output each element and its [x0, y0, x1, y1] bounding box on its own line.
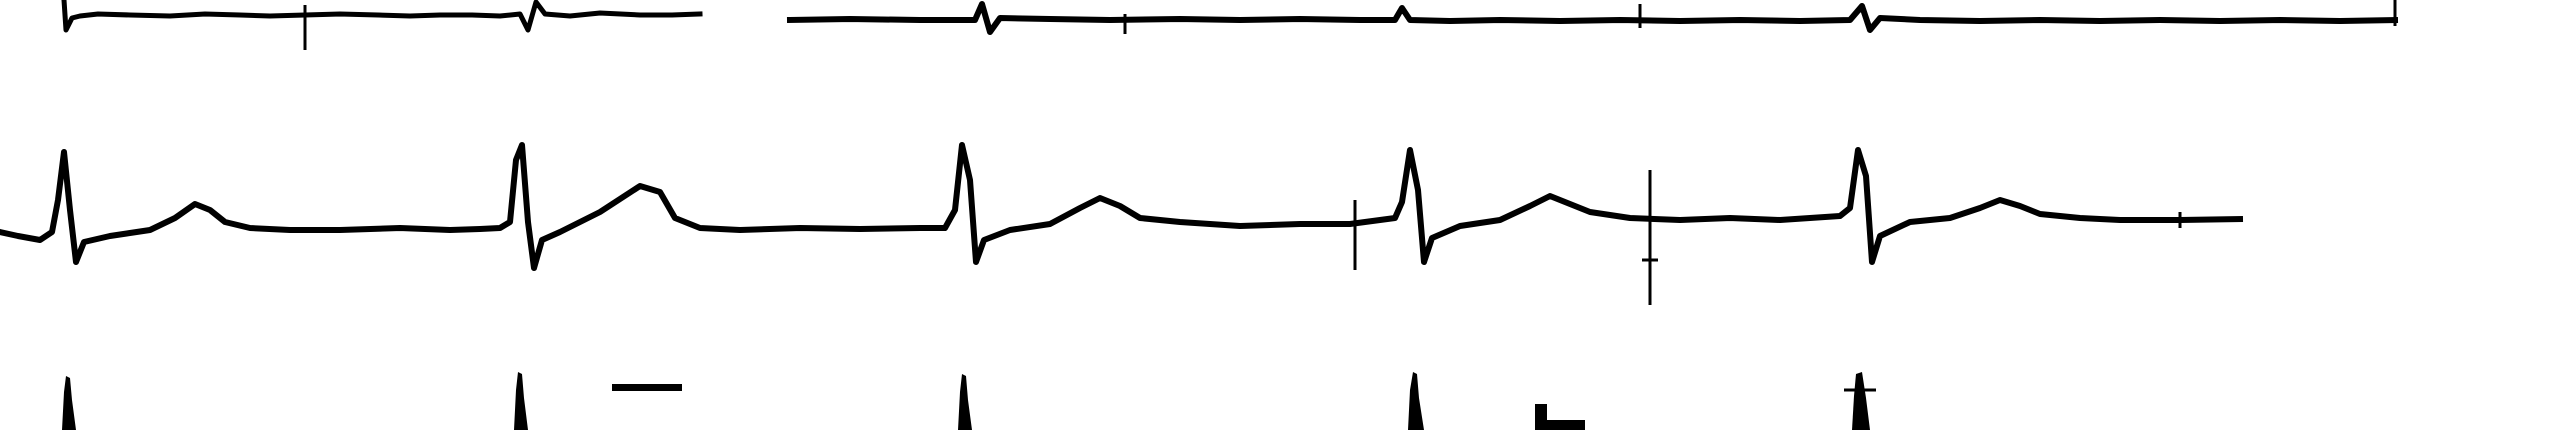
ecg-top-trace-left [61, 0, 703, 33]
ecg-strip-top [61, 0, 2399, 50]
ecg-bottom-artifact-2 [1535, 404, 1547, 430]
ecg-top-trace-right [786, 1, 2399, 35]
ecg-bottom-spike-3 [958, 374, 972, 430]
ecg-strip-middle [0, 142, 2244, 305]
ecg-bottom-spike-1 [62, 376, 76, 430]
ecg-bottom-artifact-1 [612, 384, 682, 391]
ecg-bottom-spike-4 [1408, 372, 1424, 430]
ecg-bottom-spike-5 [1852, 372, 1870, 430]
ecg-bottom-spike-2 [514, 372, 528, 430]
ecg-bottom-artifact-3 [1545, 420, 1585, 430]
ecg-middle-trace [0, 142, 2244, 271]
ecg-strip-bottom [62, 372, 1876, 430]
